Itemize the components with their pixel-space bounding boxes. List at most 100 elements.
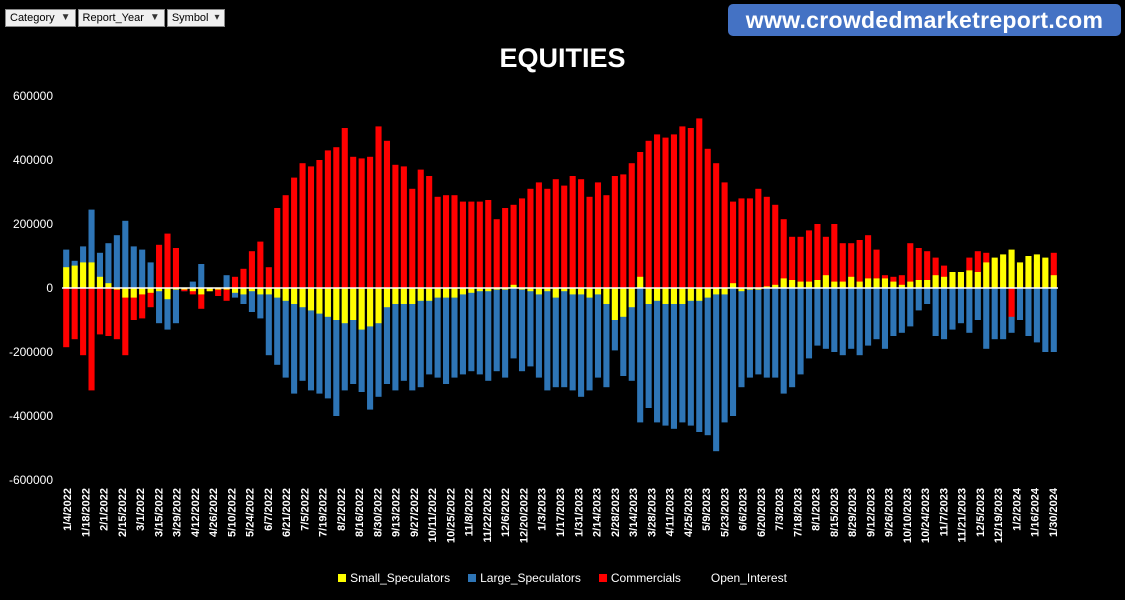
bar-commercials <box>561 185 568 288</box>
bar-large-speculators <box>603 288 610 388</box>
bar-commercials <box>240 268 247 288</box>
bar-commercials <box>468 201 475 288</box>
filter-category-label: Category <box>10 12 55 24</box>
bar-commercials <box>274 208 281 288</box>
bar-large-speculators <box>291 288 298 394</box>
x-tick-label: 6/20/2023 <box>756 488 768 537</box>
bar-small-speculators <box>274 288 281 298</box>
bar-commercials <box>443 195 450 288</box>
x-tick-label: 2/14/2023 <box>592 488 604 537</box>
bar-large-speculators <box>476 288 483 375</box>
bar-commercials <box>307 166 315 288</box>
bar-small-speculators <box>578 288 585 295</box>
bar-commercials <box>569 176 576 288</box>
bar-small-speculators <box>544 288 551 292</box>
bar-small-speculators <box>552 288 559 298</box>
bar-small-speculators <box>426 288 433 301</box>
bar-large-speculators <box>434 288 441 378</box>
bar-commercials <box>578 179 585 288</box>
x-tick-label: 4/11/2023 <box>665 488 677 536</box>
bar-small-speculators <box>232 288 239 293</box>
bar-small-speculators <box>400 288 407 304</box>
filter-symbol[interactable]: Symbol ▾ <box>166 9 225 27</box>
bar-small-speculators <box>772 284 779 288</box>
bar-large-speculators <box>696 288 703 432</box>
bar-commercials <box>713 163 720 288</box>
bar-small-speculators <box>105 283 112 288</box>
bar-small-speculators <box>713 288 720 295</box>
bar-large-speculators <box>274 288 281 365</box>
bar-large-speculators <box>670 288 677 429</box>
bar-large-speculators <box>915 288 922 311</box>
x-tick-label: 1/3/2023 <box>537 488 549 531</box>
filter-symbol-label: Symbol <box>171 12 209 24</box>
bar-small-speculators <box>755 288 762 290</box>
bar-small-speculators <box>282 288 289 301</box>
bar-large-speculators <box>966 288 973 333</box>
x-tick-label: 6/21/2022 <box>281 488 293 537</box>
bar-commercials <box>324 150 331 288</box>
bar-commercials <box>898 275 905 288</box>
bar-small-speculators <box>375 288 382 324</box>
bar-small-speculators <box>924 280 931 288</box>
x-tick-label: 11/7/2023 <box>938 488 950 536</box>
filter-report-year[interactable]: Report_Year ▼ <box>77 9 165 27</box>
x-tick-label: 9/27/2022 <box>409 488 421 537</box>
bar-small-speculators <box>358 288 365 330</box>
bar-commercials <box>341 128 348 288</box>
website-banner[interactable]: www.crowdedmarketreport.com <box>728 4 1121 36</box>
bar-commercials <box>232 276 239 288</box>
bar-commercials <box>282 195 289 288</box>
bar-commercials <box>426 176 433 288</box>
bar-small-speculators <box>96 276 104 288</box>
bar-commercials <box>654 134 661 288</box>
bar-large-speculators <box>1033 288 1040 343</box>
bar-small-speculators <box>957 272 964 288</box>
y-tick-label: -600000 <box>9 473 53 487</box>
x-tick-label: 7/18/2023 <box>792 488 804 537</box>
bar-large-speculators <box>941 288 948 340</box>
legend-swatch-large <box>468 574 477 582</box>
bar-small-speculators <box>848 276 855 288</box>
bar-commercials <box>814 224 821 288</box>
bar-large-speculators <box>122 220 129 288</box>
bar-large-speculators <box>400 288 407 381</box>
bar-large-speculators <box>527 288 534 367</box>
bar-small-speculators <box>88 262 95 288</box>
bar-large-speculators <box>772 288 779 378</box>
y-tick-label: 200000 <box>13 217 53 231</box>
bar-large-speculators <box>1050 288 1057 352</box>
filter-category[interactable]: Category ▼ <box>5 9 76 27</box>
bar-large-speculators <box>763 288 770 378</box>
legend-item-small-speculators: Small_Speculators <box>338 571 450 585</box>
x-tick-label: 1/4/2022 <box>62 488 74 531</box>
bar-commercials <box>746 198 753 288</box>
filter-report-year-label: Report_Year <box>82 12 144 24</box>
bar-small-speculators <box>1000 254 1007 288</box>
bar-large-speculators <box>1016 288 1024 320</box>
bar-small-speculators <box>746 288 753 290</box>
bar-commercials <box>63 288 70 348</box>
bar-small-speculators <box>350 288 357 320</box>
bar-commercials <box>831 224 838 288</box>
x-tick-label: 9/26/2023 <box>884 488 896 537</box>
bar-commercials <box>215 288 222 296</box>
bar-commercials <box>409 188 416 288</box>
bar-commercials <box>172 248 179 288</box>
bar-small-speculators <box>983 262 990 288</box>
bar-large-speculators <box>890 288 897 336</box>
bar-large-speculators <box>417 288 424 388</box>
bar-large-speculators <box>898 288 905 333</box>
bar-small-speculators <box>451 288 458 298</box>
bar-commercials <box>611 176 618 288</box>
bar-large-speculators <box>248 288 255 312</box>
bar-large-speculators <box>502 288 509 378</box>
x-tick-label: 4/12/2022 <box>190 488 202 537</box>
funnel-icon: ▼ <box>60 12 71 23</box>
bar-commercials <box>451 195 458 288</box>
bar-small-speculators <box>493 288 500 290</box>
bar-commercials <box>130 288 137 320</box>
bar-large-speculators <box>797 288 804 375</box>
bar-commercials <box>510 204 517 288</box>
bar-large-speculators <box>113 235 120 288</box>
